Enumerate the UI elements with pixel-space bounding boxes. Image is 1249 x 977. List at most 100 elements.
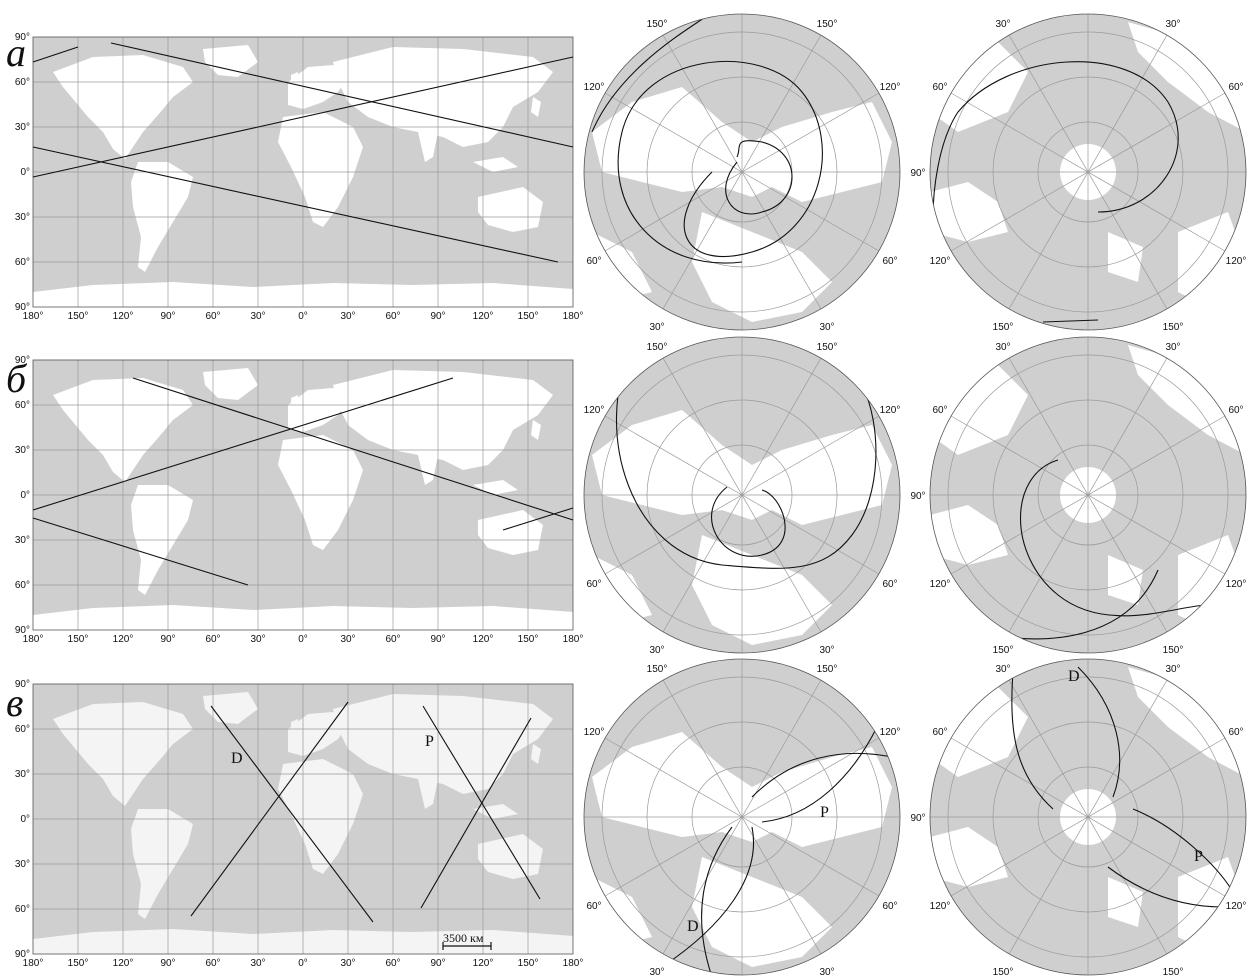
lat-tick-label: 30° xyxy=(15,122,30,133)
polar-tick-label: 30° xyxy=(819,322,834,333)
lat-tick-label: 30° xyxy=(15,445,30,456)
polar-tick-label: 90° xyxy=(910,813,925,824)
world-map-c: D P 3500 км xyxy=(32,683,574,955)
lon-tick-label: 120° xyxy=(113,311,134,322)
row-c: в D P 3500 км xyxy=(6,658,1247,976)
polar-tick-label: 120° xyxy=(1226,256,1247,267)
marker-P-south: P xyxy=(1194,848,1203,865)
marker-P-north: P xyxy=(820,804,829,821)
polar-tick-label: 30° xyxy=(1165,19,1180,30)
polar-tick-label: 120° xyxy=(584,727,605,738)
lat-tick-label: 30° xyxy=(15,769,30,780)
polar-tick-label: 60° xyxy=(932,405,947,416)
lat-tick-label: 0° xyxy=(20,490,30,501)
polar-tick-label: 30° xyxy=(649,322,664,333)
row-label-b: б xyxy=(6,356,28,401)
polar-tick-label: 120° xyxy=(880,82,901,93)
polar-tick-label: 60° xyxy=(932,727,947,738)
lon-tick-label: 180° xyxy=(23,634,44,645)
lat-tick-label: 60° xyxy=(15,904,30,915)
lat-tick-label: 30° xyxy=(15,212,30,223)
lon-tick-label: 90° xyxy=(430,634,445,645)
polar-tick-label: 60° xyxy=(1228,82,1243,93)
lon-tick-label: 150° xyxy=(518,311,539,322)
polar-tick-label: 30° xyxy=(1165,342,1180,353)
polar-tick-label: 30° xyxy=(995,664,1010,675)
lon-tick-label: 30° xyxy=(250,634,265,645)
lon-tick-label: 180° xyxy=(563,634,584,645)
lat-tick-label: 90° xyxy=(15,679,30,690)
lon-tick-label: 60° xyxy=(205,958,220,969)
lon-tick-label: 120° xyxy=(473,958,494,969)
world-map-a xyxy=(32,36,574,308)
polar-tick-label: 30° xyxy=(819,645,834,656)
lat-tick-label: 90° xyxy=(15,302,30,313)
polar-tick-label: 150° xyxy=(647,19,668,30)
polar-tick-label: 60° xyxy=(932,82,947,93)
polar-tick-label: 150° xyxy=(817,664,838,675)
lon-tick-label: 0° xyxy=(298,958,308,969)
polar-tick-label: 150° xyxy=(1163,645,1184,656)
polar-tick-label: 90° xyxy=(910,491,925,502)
lat-tick-label: 60° xyxy=(15,724,30,735)
lon-tick-label: 30° xyxy=(340,311,355,322)
polar-tick-label: 90° xyxy=(910,168,925,179)
lat-tick-label: 90° xyxy=(15,949,30,960)
lon-tick-label: 0° xyxy=(298,634,308,645)
south-polar-map-c: D P xyxy=(929,658,1247,976)
polar-tick-label: 30° xyxy=(1165,664,1180,675)
row-b: б xyxy=(6,336,1247,654)
polar-tick-label: 120° xyxy=(584,405,605,416)
lon-tick-label: 180° xyxy=(23,311,44,322)
polar-tick-label: 30° xyxy=(649,967,664,977)
polar-tick-label: 60° xyxy=(882,901,897,912)
polar-tick-label: 150° xyxy=(1163,967,1184,977)
ground-tracks-a xyxy=(32,42,574,263)
polar-tick-label: 120° xyxy=(930,901,951,912)
polar-tick-label: 150° xyxy=(993,322,1014,333)
lat-tick-label: 60° xyxy=(15,400,30,411)
lat-tick-label: 60° xyxy=(15,580,30,591)
polar-tick-label: 60° xyxy=(882,579,897,590)
polar-tick-label: 150° xyxy=(993,645,1014,656)
south-polar-map-b xyxy=(929,336,1247,654)
world-map-b xyxy=(32,359,574,631)
lon-tick-label: 60° xyxy=(205,634,220,645)
north-polar-map-b xyxy=(583,336,901,654)
polar-tick-label: 60° xyxy=(586,579,601,590)
polar-tick-label: 60° xyxy=(1228,405,1243,416)
lat-tick-label: 30° xyxy=(15,535,30,546)
lon-tick-label: 180° xyxy=(23,958,44,969)
lon-tick-label: 90° xyxy=(160,634,175,645)
lon-tick-label: 150° xyxy=(68,634,89,645)
lon-tick-label: 30° xyxy=(250,958,265,969)
south-polar-map-a xyxy=(929,13,1247,331)
lat-tick-label: 90° xyxy=(15,625,30,636)
lon-tick-label: 120° xyxy=(473,311,494,322)
polar-tick-label: 60° xyxy=(586,901,601,912)
lon-tick-label: 0° xyxy=(298,311,308,322)
lon-tick-label: 150° xyxy=(68,311,89,322)
lon-tick-label: 90° xyxy=(160,958,175,969)
polar-tick-label: 60° xyxy=(586,256,601,267)
north-polar-map-a xyxy=(583,13,901,331)
polar-tick-label: 60° xyxy=(882,256,897,267)
ground-tracks-c xyxy=(190,701,541,923)
lon-tick-label: 120° xyxy=(113,634,134,645)
lat-tick-label: 90° xyxy=(15,32,30,43)
polar-tick-label: 60° xyxy=(1228,727,1243,738)
marker-D-south: D xyxy=(1068,668,1080,685)
marker-P-world: P xyxy=(425,733,434,750)
row-label-a: а xyxy=(6,30,26,75)
polar-tick-label: 120° xyxy=(1226,901,1247,912)
lon-tick-label: 90° xyxy=(430,958,445,969)
lon-tick-label: 180° xyxy=(563,311,584,322)
polar-tick-label: 30° xyxy=(649,645,664,656)
lon-tick-label: 60° xyxy=(385,634,400,645)
scale-bar: 3500 км xyxy=(443,931,484,945)
lat-tick-label: 30° xyxy=(15,859,30,870)
polar-tick-label: 30° xyxy=(995,19,1010,30)
lon-tick-label: 90° xyxy=(160,311,175,322)
lon-tick-label: 30° xyxy=(340,634,355,645)
